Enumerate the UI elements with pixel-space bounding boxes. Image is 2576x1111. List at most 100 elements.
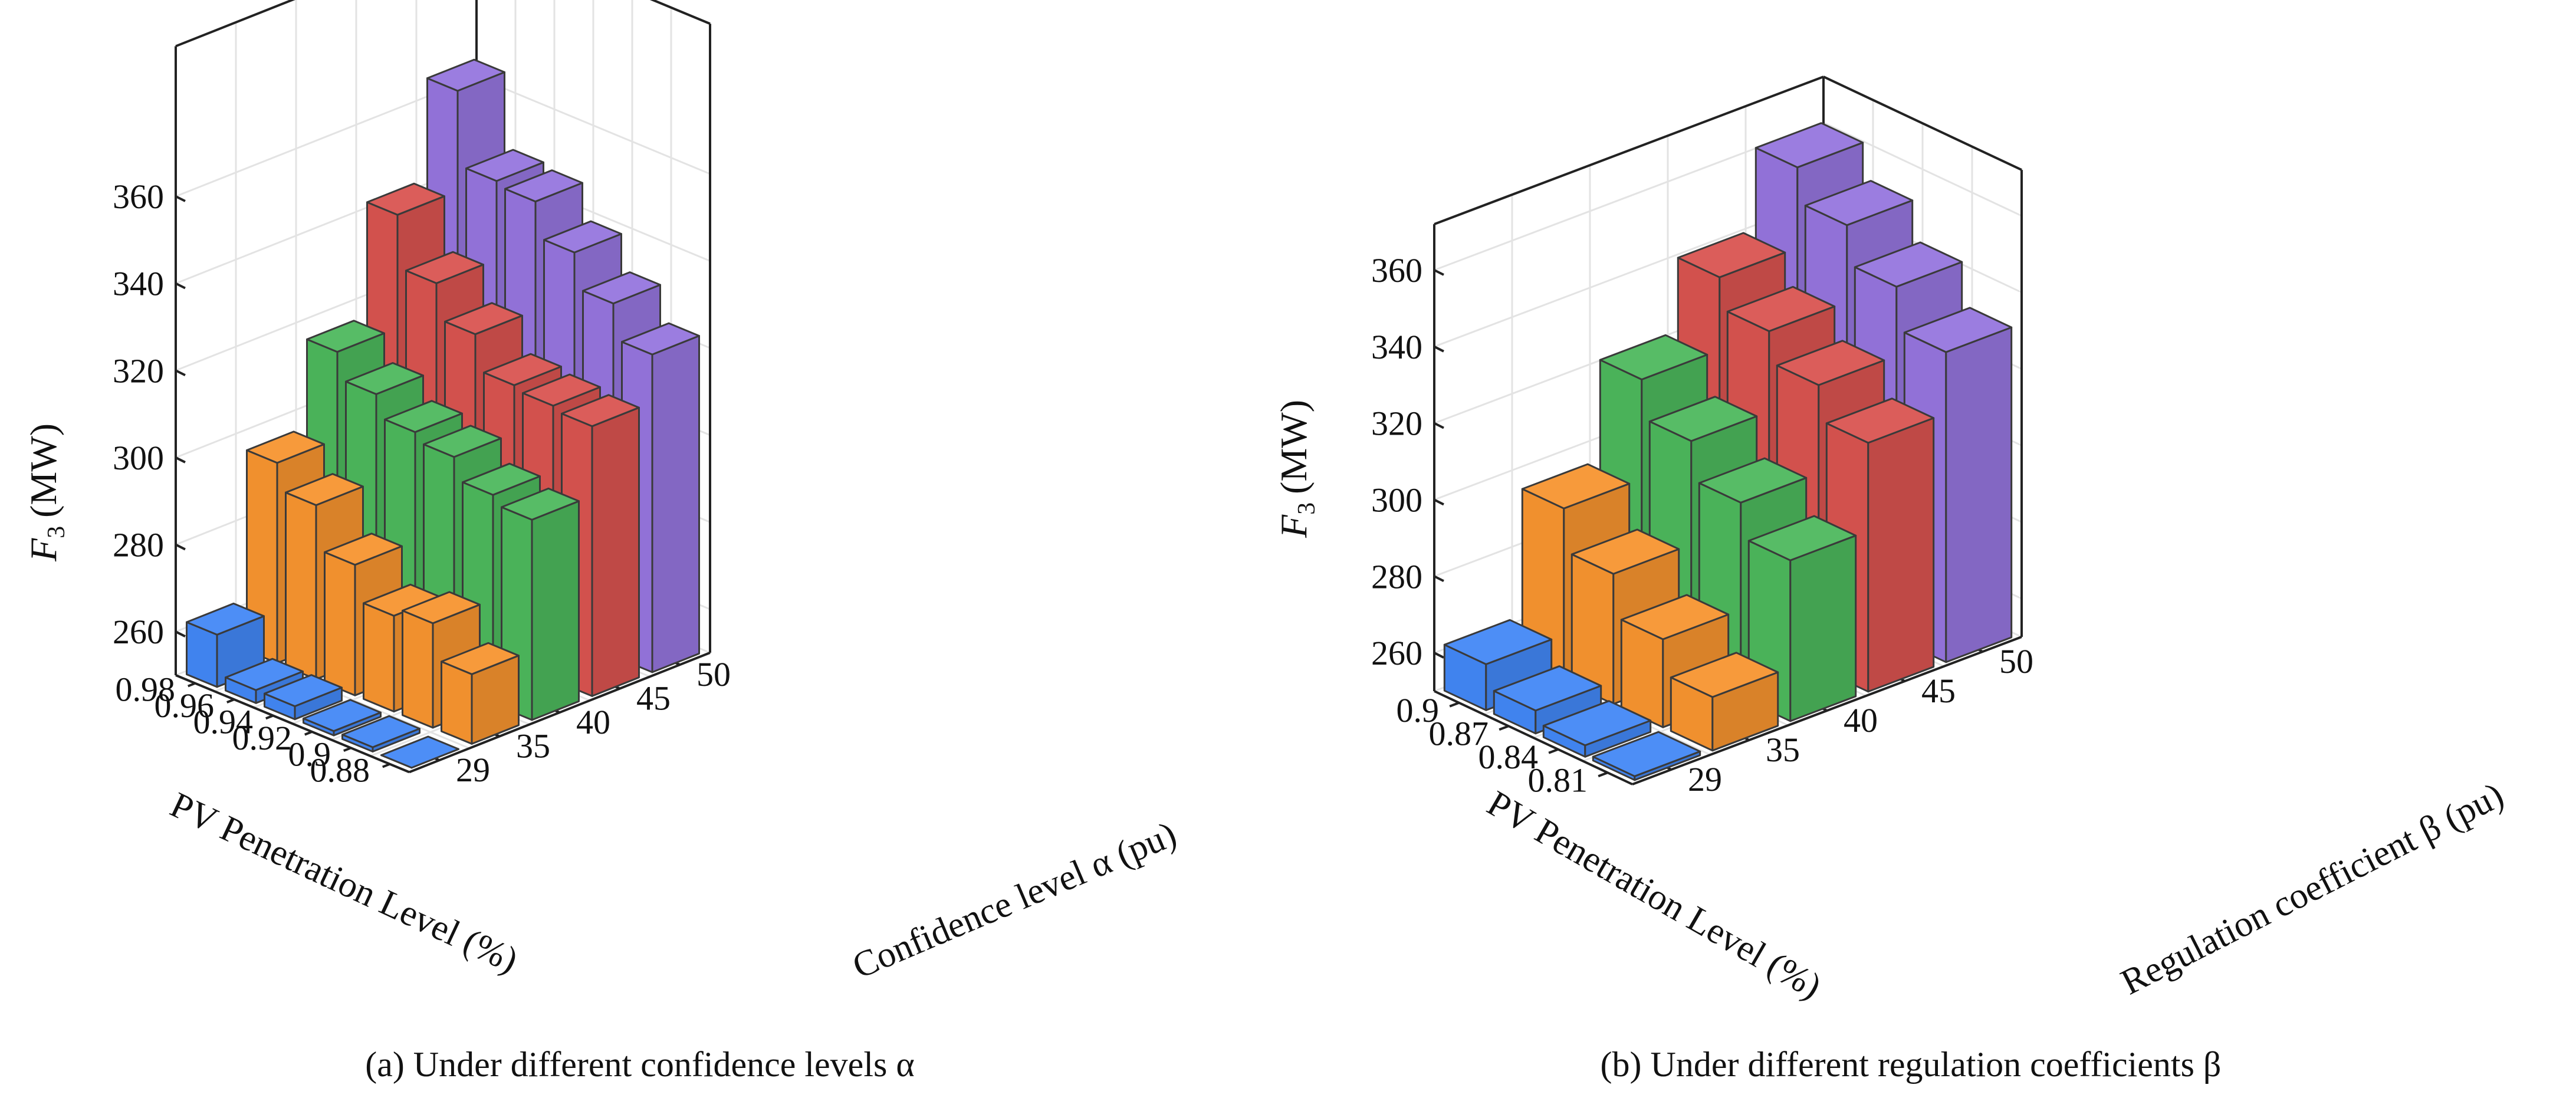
chart-a-bars: [186, 58, 700, 769]
y-tick-label: 29: [1688, 760, 1722, 798]
bar-face-top: [285, 473, 364, 507]
bar-face-top: [423, 425, 502, 458]
bar-face-top: [462, 462, 541, 496]
bar-29-0.84: [1542, 700, 1652, 758]
chart-b-zlabel: F3 (MW): [1273, 400, 1320, 538]
z-tick-mark: [175, 456, 186, 464]
bar-face-top: [246, 430, 325, 464]
y-tick-label: 45: [1921, 672, 1956, 710]
x-tick-label: 0.9: [1397, 691, 1440, 729]
z-tick-mark: [175, 282, 186, 290]
bar-29-0.81: [1592, 731, 1701, 781]
x-tick-mark: [382, 762, 390, 768]
z-tick-label: 280: [1371, 557, 1422, 596]
bar-40-0.81: [1747, 515, 1857, 722]
bar-face-side: [531, 500, 580, 721]
chart-b-zlabel-sub: 3: [1293, 502, 1320, 515]
bar-face-side: [1867, 417, 1935, 693]
bar-face-top: [1754, 122, 1864, 169]
z-tick-label: 300: [1371, 481, 1422, 519]
bar-face-top: [543, 220, 622, 254]
z-tick-mark: [1434, 575, 1444, 583]
bar-face-top: [306, 320, 385, 353]
bar-29-0.94: [264, 674, 343, 721]
bar-face-top: [1903, 307, 2013, 353]
bar-face-top: [465, 149, 544, 182]
bar-face-top: [366, 182, 445, 216]
bar-face-top: [441, 642, 520, 675]
x-tick-label: 0.98: [116, 670, 176, 709]
chart-b-zlabel-main: F: [1273, 514, 1315, 538]
bar-face-top: [483, 353, 562, 386]
chart-a-zlabel-unit: (MW): [22, 423, 64, 518]
bar-face-top: [426, 58, 505, 92]
z-tick-mark: [175, 369, 186, 377]
y-tick-label: 40: [576, 703, 610, 741]
bar-face-top: [1726, 285, 1836, 333]
bar-face-top: [1648, 396, 1758, 442]
chart-a-zlabel-sub: 3: [43, 526, 70, 538]
bar-face-top: [1698, 457, 1808, 504]
x-tick-mark: [343, 747, 351, 752]
z-tick-label: 260: [1371, 634, 1422, 672]
bar-face-top: [1670, 652, 1779, 698]
bar-face-top: [1620, 594, 1730, 640]
axis-line: [1434, 690, 1633, 785]
x-tick-label: 0.84: [1478, 738, 1539, 776]
bar-face-top: [1592, 731, 1701, 777]
chart-a-zlabel-main: F: [22, 538, 64, 562]
bar-face-top: [621, 322, 700, 356]
x-tick-label: 0.81: [1528, 761, 1588, 799]
grid-line: [1823, 121, 2022, 217]
y-tick-label: 35: [1766, 731, 1800, 769]
z-tick-label: 340: [1371, 328, 1422, 366]
bar-face-top: [324, 533, 403, 566]
x-tick-label: 0.9: [288, 735, 331, 773]
z-tick-label: 260: [113, 613, 164, 651]
chart-b-ylabel: Regulation coefficient β (pu): [2115, 775, 2510, 1002]
chart-b-caption: (b) Under different regulation coefficie…: [1601, 1045, 2222, 1084]
chart-a-caption: (a) Under different confidence levels α: [365, 1045, 915, 1084]
bar-face-top: [1804, 180, 1914, 226]
y-tick-label: 45: [636, 679, 671, 718]
z-tick-mark: [175, 195, 186, 202]
bar-29-0.88: [380, 735, 459, 769]
bar-face-top: [186, 602, 265, 636]
z-tick-mark: [1434, 652, 1444, 659]
bar-29-0.98: [186, 602, 265, 688]
x-tick-label: 0.88: [310, 751, 370, 790]
z-tick-label: 340: [113, 265, 164, 303]
bar-face-side: [651, 335, 700, 673]
bar-face-front: [441, 660, 473, 745]
chart-b-zlabel-unit: (MW): [1273, 400, 1315, 494]
z-tick-mark: [1434, 269, 1444, 276]
bar-face-side: [591, 406, 640, 697]
x-tick-mark: [265, 714, 274, 720]
bar-face-top: [504, 169, 583, 203]
bar-face-top: [384, 400, 463, 433]
x-tick-mark: [1598, 771, 1608, 778]
bar-face-top: [1776, 340, 1885, 386]
bar-29-0.92: [303, 699, 382, 737]
bar-face-top: [380, 735, 459, 769]
bar-face-top: [501, 487, 580, 521]
bar-face-top: [264, 674, 343, 708]
x-tick-mark: [1449, 701, 1460, 708]
x-tick-label: 0.92: [232, 719, 293, 757]
bar-29-0.9: [341, 715, 420, 752]
chart-a-confidence-levels: 2602803003203403600.980.960.940.920.90.8…: [22, 0, 1182, 1084]
z-tick-label: 280: [113, 526, 164, 564]
bar-face-front: [285, 491, 317, 681]
y-tick-label: 40: [1844, 701, 1878, 739]
chart-b-regulation-coefficients: 260 280 300 320 340 360 0.90.870.840.81 29 35 40 4…: [1273, 75, 2510, 1084]
bar-35-0.81: [1670, 652, 1779, 752]
bar-face-side: [1945, 326, 2013, 663]
x-tick-label: 0.96: [155, 686, 215, 725]
bar-face-top: [522, 373, 601, 407]
bar-face-top: [1854, 241, 1963, 288]
bar-face-top: [444, 302, 523, 336]
axis-line: [175, 0, 295, 48]
bar-face-front: [324, 551, 356, 696]
z-tick-mark: [175, 543, 186, 551]
